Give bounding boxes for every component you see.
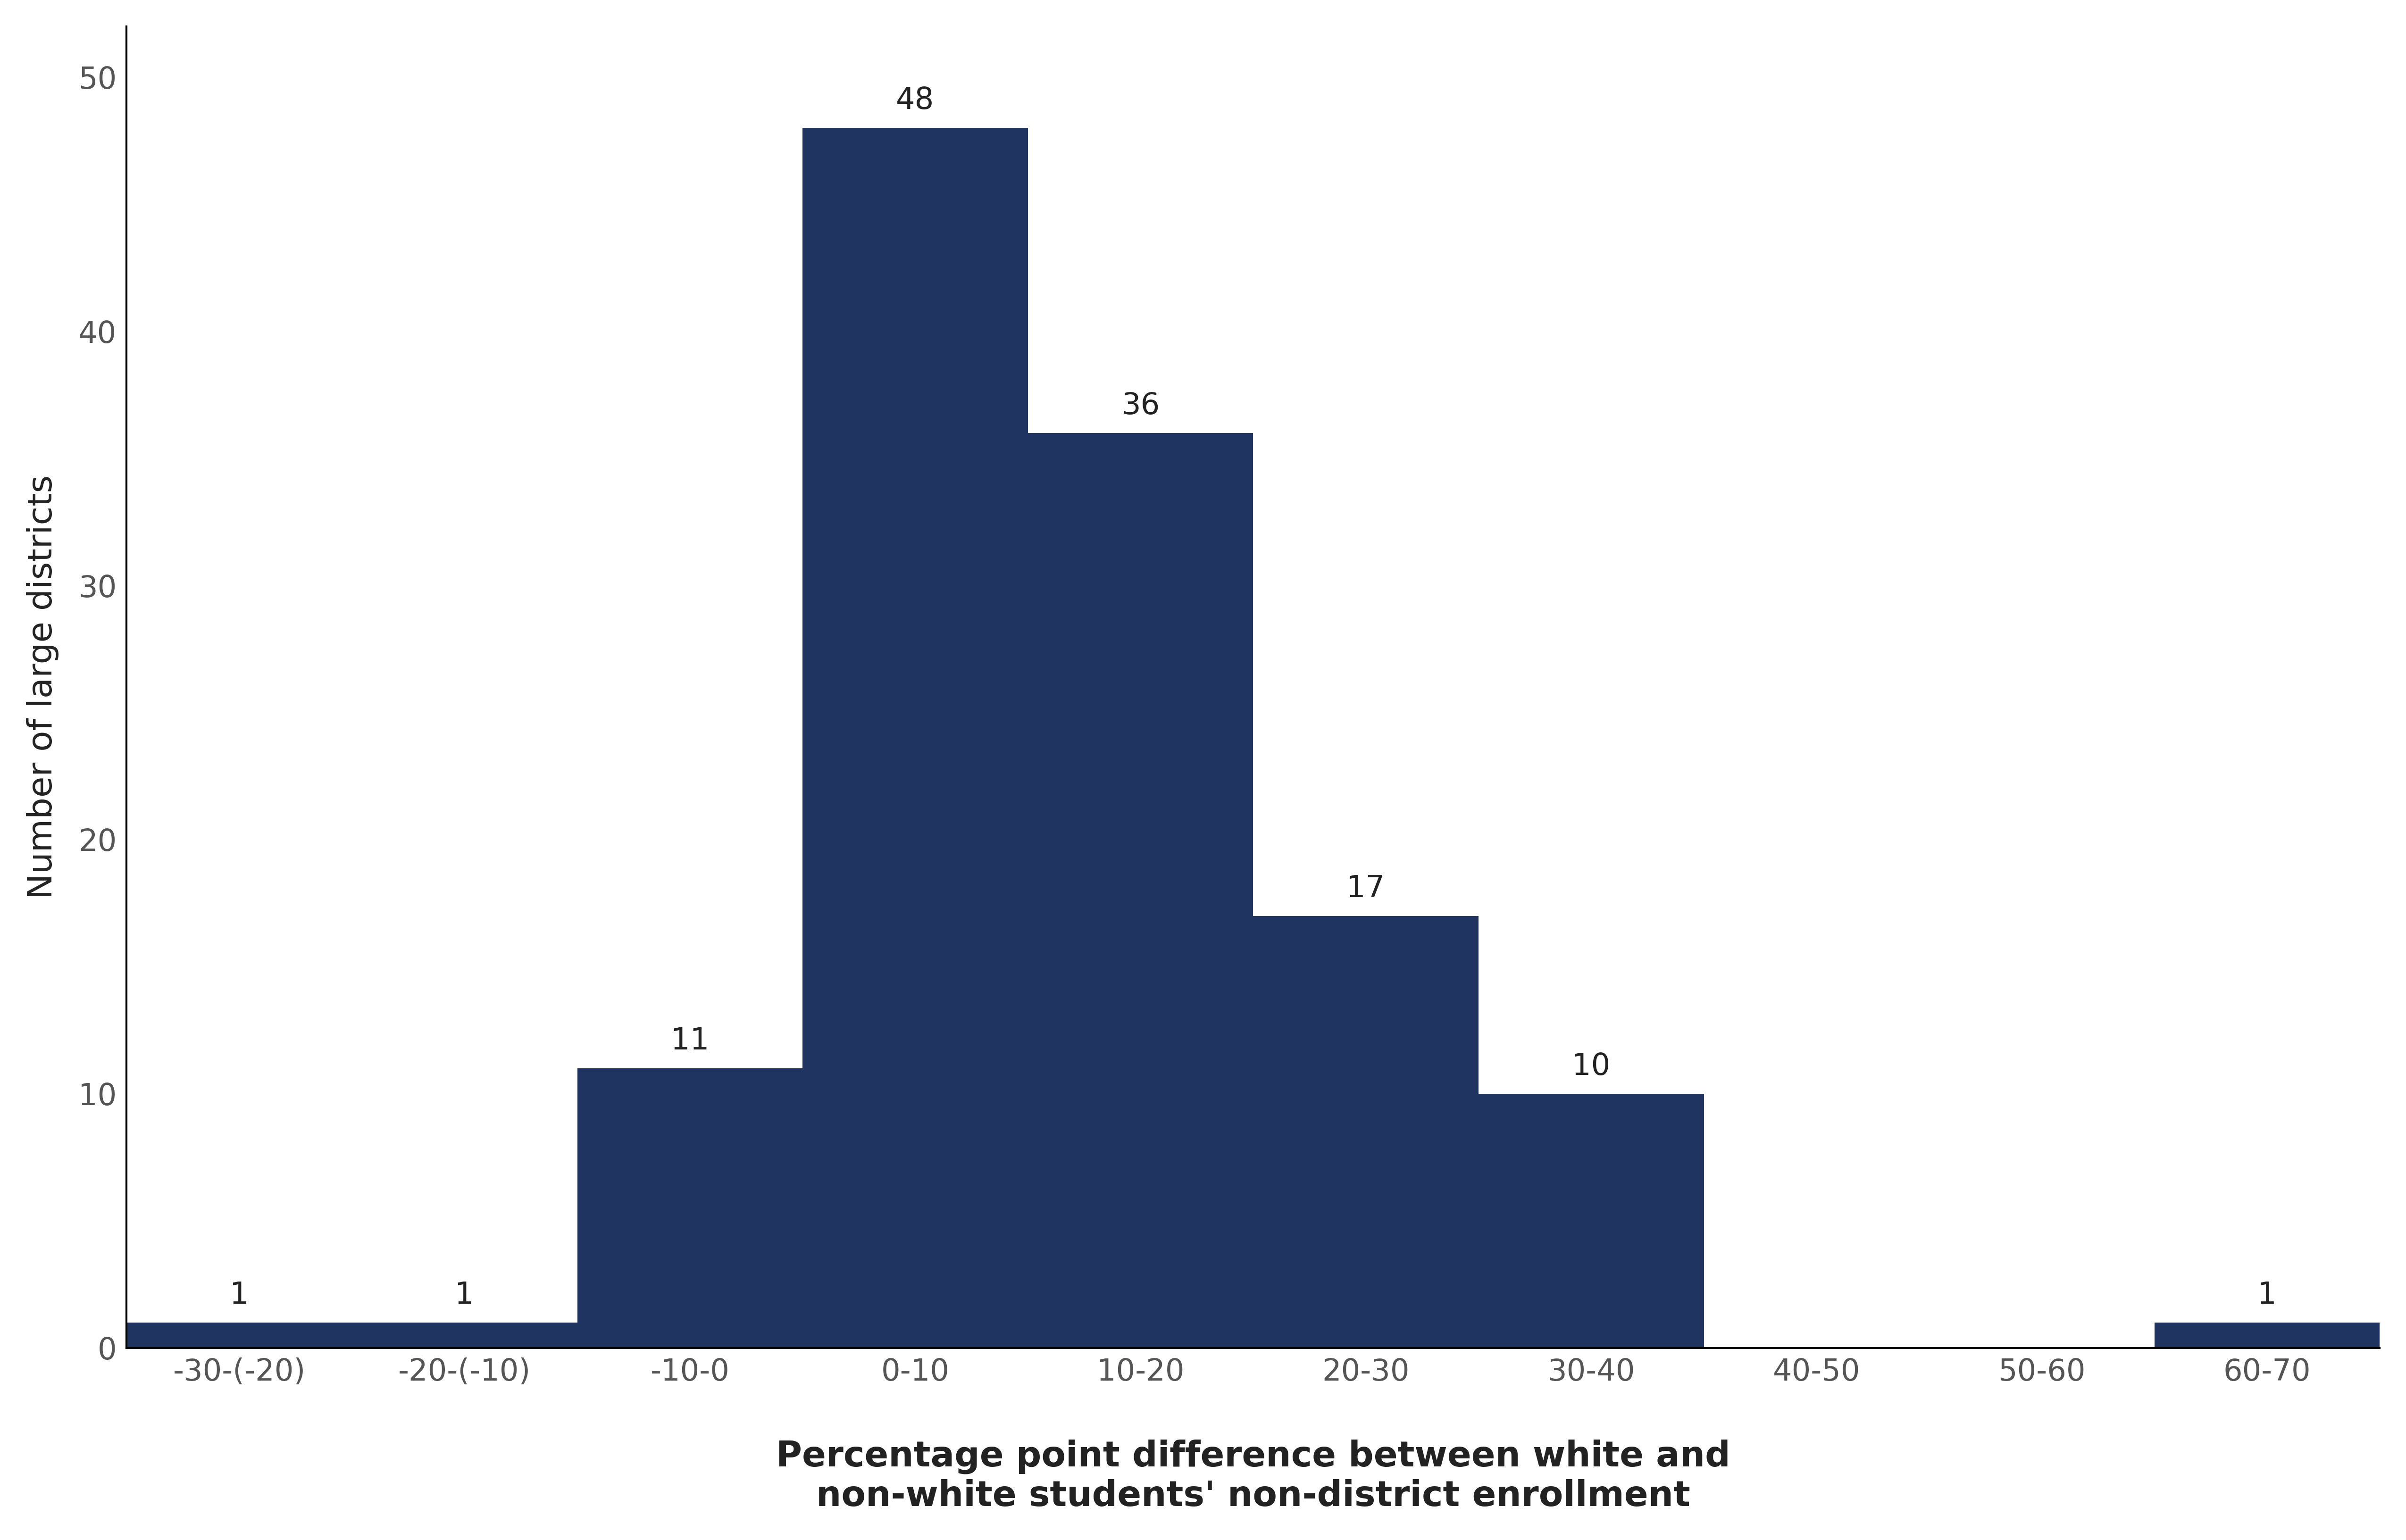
Text: 1: 1	[455, 1280, 474, 1309]
Text: 1: 1	[229, 1280, 248, 1309]
Text: 36: 36	[1121, 391, 1160, 420]
Y-axis label: Number of large districts: Number of large districts	[26, 474, 58, 899]
Bar	[804, 128, 1027, 1348]
Bar	[1027, 433, 1254, 1348]
Text: 10: 10	[1571, 1052, 1610, 1081]
Text: 1: 1	[2257, 1280, 2276, 1309]
Text: 11: 11	[671, 1026, 710, 1055]
Text: 48: 48	[895, 86, 934, 116]
Bar	[1480, 1093, 1703, 1348]
X-axis label: Percentage point difference between white and
non-white students' non-district e: Percentage point difference between whit…	[777, 1440, 1730, 1514]
Bar	[128, 1323, 351, 1348]
Text: 17: 17	[1347, 873, 1386, 902]
Bar	[1254, 916, 1480, 1348]
Bar	[351, 1323, 577, 1348]
Bar	[577, 1069, 804, 1348]
Bar	[2153, 1323, 2380, 1348]
